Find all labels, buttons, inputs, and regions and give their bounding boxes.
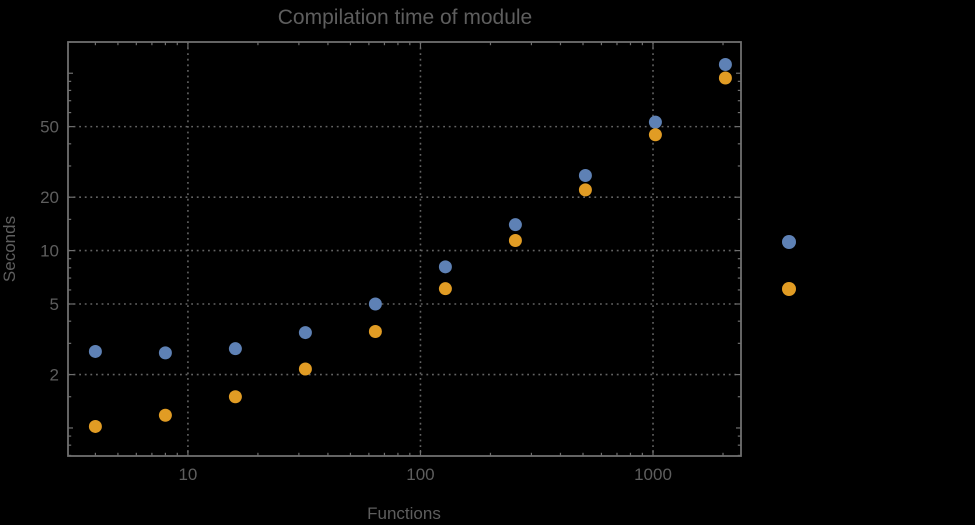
data-point [88,344,102,358]
data-point [298,362,312,376]
data-point [158,408,172,422]
y-tick-label: 10 [40,242,59,261]
data-point [368,297,382,311]
data-point [298,326,312,340]
data-point [228,342,242,356]
legend [782,235,796,296]
x-axis-label: Functions [367,504,441,523]
gridlines [68,42,741,456]
tick-labels: 10 100 1000 2 5 10 20 50 [40,118,672,484]
legend-marker-2 [782,282,796,296]
data-point [438,260,452,274]
y-tick-label: 5 [50,295,59,314]
data-point [508,234,522,248]
y-tick-label: 2 [50,366,59,385]
data-point [578,183,592,197]
data-point [578,169,592,183]
data-point [648,128,662,142]
x-tick-label: 1000 [634,465,672,484]
y-tick-label: 50 [40,118,59,137]
data-point [718,71,732,85]
y-axis-label: Seconds [0,216,19,282]
data-point [368,324,382,338]
y-tick-label: 20 [40,188,59,207]
data-point [438,282,452,296]
x-tick-label: 10 [178,465,197,484]
x-tick-label: 100 [406,465,434,484]
data-points [88,58,732,433]
data-point [88,419,102,433]
data-point-series-1 [88,58,732,360]
data-point [648,115,662,129]
plot-frame [67,41,742,457]
data-point [508,218,522,232]
chart-title: Compilation time of module [278,6,532,29]
legend-marker-1 [782,235,796,249]
data-point [228,390,242,404]
data-point-series-2 [88,71,732,433]
data-point [158,346,172,360]
axis-ticks [68,41,741,457]
data-point [718,58,732,72]
